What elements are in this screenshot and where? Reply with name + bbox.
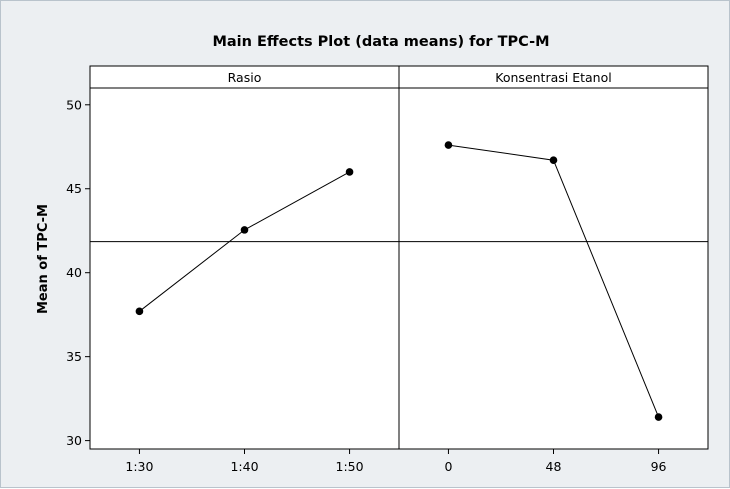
x-tick-label: 1:50 — [336, 459, 364, 474]
data-point — [345, 168, 354, 176]
panel-strip-label: Konsentrasi Etanol — [495, 70, 611, 85]
panels-layer: 30 35 40 45 50 Rasio 1:30 1:40 1:50 Konsentrasi E… — [66, 65, 709, 474]
data-point — [240, 226, 249, 234]
y-tick-label: 50 — [66, 97, 82, 112]
data-point — [549, 156, 558, 164]
y-tick-label: 45 — [66, 181, 82, 196]
y-tick-label: 40 — [66, 265, 82, 280]
y-tick-label: 35 — [66, 349, 82, 364]
x-tick-label: 48 — [546, 459, 562, 474]
data-point — [135, 307, 144, 316]
panel-strip-label: Rasio — [228, 70, 262, 85]
y-tick-label: 30 — [66, 433, 82, 448]
x-tick-label: 0 — [444, 459, 452, 474]
chart-title: Main Effects Plot (data means) for TPC-M — [212, 34, 549, 50]
x-tick-label: 96 — [651, 459, 667, 474]
data-point — [444, 141, 453, 149]
x-tick-label: 1:40 — [230, 459, 258, 474]
data-point — [654, 413, 663, 421]
y-axis-label: Mean of TPC-M — [36, 204, 51, 314]
x-tick-label: 1:30 — [125, 459, 153, 474]
